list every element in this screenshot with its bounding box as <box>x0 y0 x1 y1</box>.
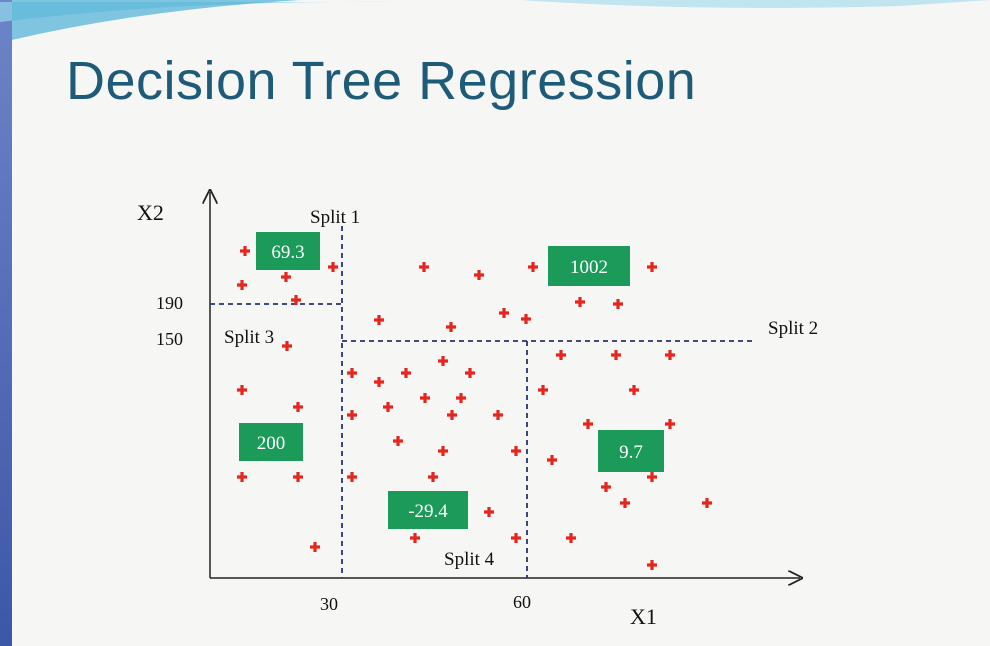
data-point <box>702 498 712 508</box>
data-point <box>374 315 384 325</box>
data-point <box>647 262 657 272</box>
data-point <box>521 314 531 324</box>
data-point <box>383 402 393 412</box>
x-axis-label: X1 <box>630 604 657 629</box>
data-point <box>291 295 301 305</box>
data-point <box>401 368 411 378</box>
leaf-box-mid: -29.4 <box>388 491 468 529</box>
data-point <box>428 472 438 482</box>
data-point <box>310 542 320 552</box>
leaf-value-top-right: 1002 <box>570 257 608 278</box>
data-point <box>474 270 484 280</box>
leaf-value-right: 9.7 <box>619 442 643 463</box>
data-point <box>575 297 585 307</box>
split-2-label: Split 2 <box>768 318 818 339</box>
leaf-box-right: 9.7 <box>598 430 664 472</box>
data-point <box>511 446 521 456</box>
data-point <box>240 246 250 256</box>
data-point <box>237 280 247 290</box>
data-point <box>237 385 247 395</box>
split-1-label: Split 1 <box>310 207 360 228</box>
data-points <box>237 246 712 570</box>
data-point <box>237 472 247 482</box>
data-point <box>647 472 657 482</box>
data-point <box>511 533 521 543</box>
data-point <box>374 377 384 387</box>
data-point <box>547 455 557 465</box>
tick-x-30: 30 <box>320 594 338 614</box>
data-point <box>620 498 630 508</box>
data-point <box>566 533 576 543</box>
data-point <box>484 507 494 517</box>
data-point <box>465 368 475 378</box>
leaf-value-mid: -29.4 <box>408 501 448 522</box>
leaf-value-top-left: 69.3 <box>271 242 304 263</box>
data-point <box>613 299 623 309</box>
leaf-value-left: 200 <box>257 433 286 454</box>
data-point <box>665 350 675 360</box>
leaf-box-left: 200 <box>239 423 303 461</box>
data-point <box>447 410 457 420</box>
data-point <box>556 350 566 360</box>
leaf-box-top-right: 1002 <box>548 246 630 286</box>
data-point <box>456 393 466 403</box>
data-point <box>419 262 429 272</box>
data-point <box>347 472 357 482</box>
leaf-box-top-left: 69.3 <box>256 232 320 270</box>
data-point <box>528 262 538 272</box>
slide-title: Decision Tree Regression <box>66 51 697 111</box>
data-point <box>438 446 448 456</box>
data-point <box>538 385 548 395</box>
data-point <box>293 402 303 412</box>
y-axis-label: X2 <box>137 200 164 225</box>
data-point <box>328 262 338 272</box>
slide-left-band <box>0 0 12 646</box>
data-point <box>347 410 357 420</box>
data-point <box>629 385 639 395</box>
tick-y-190: 190 <box>156 293 183 313</box>
data-point <box>611 350 621 360</box>
slide-top-wave <box>0 0 990 40</box>
data-point <box>410 533 420 543</box>
data-point <box>438 356 448 366</box>
data-point <box>393 436 403 446</box>
data-point <box>281 272 291 282</box>
tick-x-60: 60 <box>513 592 531 612</box>
data-point <box>583 419 593 429</box>
data-point <box>282 341 292 351</box>
data-point <box>499 308 509 318</box>
data-point <box>647 560 657 570</box>
data-point <box>446 322 456 332</box>
data-point <box>293 472 303 482</box>
data-point <box>665 419 675 429</box>
data-point <box>347 368 357 378</box>
data-point <box>420 393 430 403</box>
data-point <box>493 410 503 420</box>
tick-y-150: 150 <box>156 329 183 349</box>
split-3-label: Split 3 <box>224 327 274 348</box>
split-4-label: Split 4 <box>444 549 495 570</box>
data-point <box>601 482 611 492</box>
